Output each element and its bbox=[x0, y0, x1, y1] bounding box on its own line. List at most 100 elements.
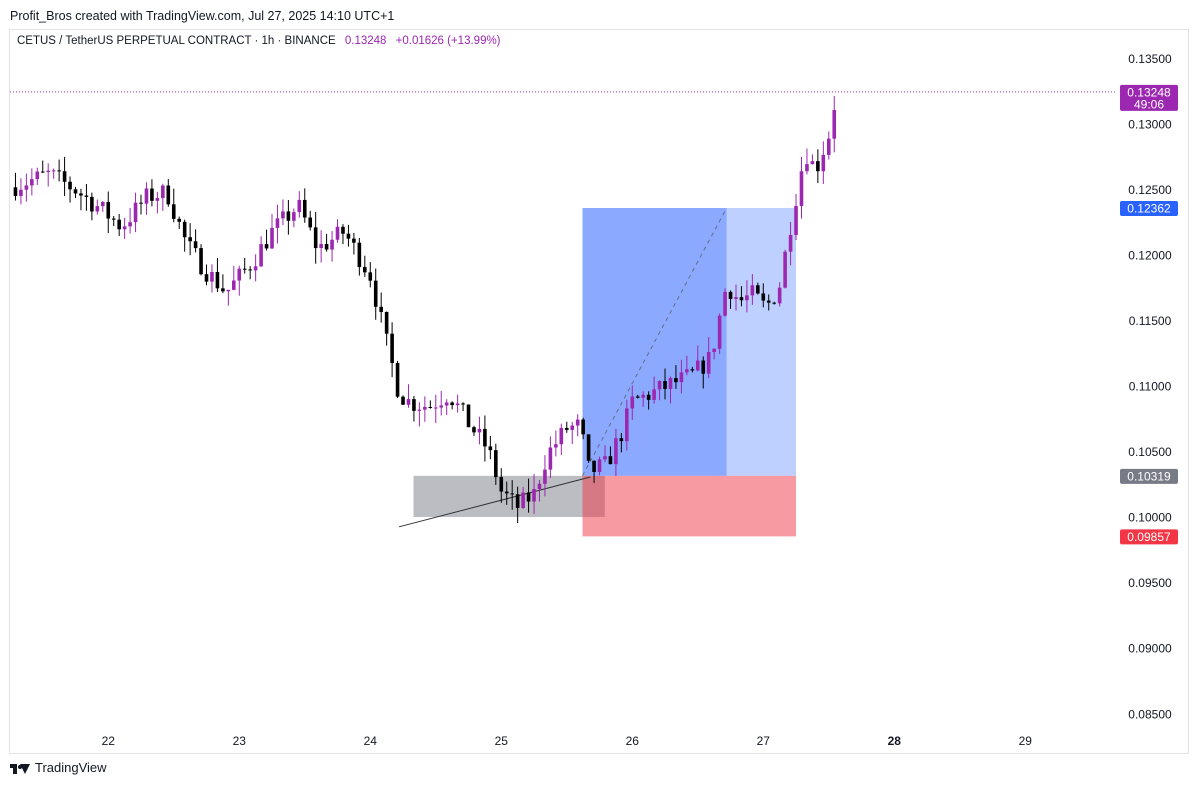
x-tick-label: 22 bbox=[102, 734, 116, 748]
price-label-bg bbox=[1120, 201, 1178, 217]
candle-body bbox=[483, 428, 487, 447]
candle-body bbox=[832, 110, 837, 139]
candle-body bbox=[264, 244, 269, 249]
candle-body bbox=[330, 239, 334, 250]
candle-body bbox=[564, 427, 569, 430]
candle-body bbox=[756, 285, 760, 294]
candle-body bbox=[554, 444, 558, 448]
candle-body bbox=[199, 248, 203, 275]
candle-body bbox=[259, 244, 263, 267]
candle-body bbox=[412, 399, 416, 411]
price-label: 0.09857 bbox=[1127, 530, 1171, 544]
candle-body bbox=[324, 244, 329, 250]
candle-body bbox=[35, 171, 40, 180]
candle-body bbox=[379, 306, 383, 312]
x-tick-label: 26 bbox=[626, 734, 640, 748]
last-price-label-bg bbox=[1120, 84, 1178, 111]
x-tick-label: 25 bbox=[495, 734, 509, 748]
symbol-price: 0.13248 bbox=[344, 35, 387, 47]
candle-body bbox=[581, 419, 585, 435]
candle-body bbox=[712, 348, 716, 352]
candle-body bbox=[193, 241, 198, 249]
candle-body bbox=[166, 185, 171, 205]
candle-body bbox=[510, 493, 514, 495]
candle-body bbox=[232, 280, 236, 290]
candle-body bbox=[428, 406, 433, 408]
y-tick-label: 0.11000 bbox=[1129, 380, 1172, 394]
candle-body bbox=[810, 161, 815, 165]
candle-body bbox=[90, 196, 94, 212]
footer-brand: TradingView bbox=[35, 760, 107, 775]
candle-body bbox=[171, 204, 176, 219]
candle-body bbox=[117, 219, 121, 230]
candle-body bbox=[150, 188, 154, 201]
candle-body bbox=[270, 227, 274, 249]
candle-body bbox=[794, 206, 798, 236]
candle-body bbox=[242, 268, 247, 270]
symbol-name: CETUS / TetherUS PERPETUAL CONTRACT · 1h… bbox=[17, 35, 336, 47]
candle-body bbox=[433, 407, 438, 409]
candle-body bbox=[586, 434, 591, 461]
candle-body bbox=[646, 394, 651, 400]
candle-body bbox=[543, 469, 547, 484]
y-tick-label: 0.12500 bbox=[1128, 183, 1172, 197]
candle-body bbox=[79, 193, 83, 196]
candle-body bbox=[373, 280, 378, 307]
candle-body bbox=[488, 446, 493, 451]
y-tick-label: 0.10000 bbox=[1128, 511, 1172, 525]
candle-body bbox=[341, 226, 345, 234]
candle-body bbox=[597, 459, 602, 472]
candle-body bbox=[761, 293, 766, 301]
y-tick-label: 0.09500 bbox=[1128, 576, 1172, 590]
candle-body bbox=[100, 201, 105, 207]
candle-body bbox=[521, 492, 525, 508]
candle-body bbox=[210, 271, 214, 282]
x-tick-label: 27 bbox=[757, 734, 771, 748]
candle-body bbox=[641, 394, 645, 398]
candle-body bbox=[685, 369, 689, 373]
candle-body bbox=[777, 287, 782, 304]
last-price-label-countdown: 49:06 bbox=[1134, 97, 1164, 111]
candle-body bbox=[13, 187, 18, 196]
candle-body bbox=[297, 199, 302, 213]
y-tick-label: 0.10500 bbox=[1128, 445, 1172, 459]
tradingview-logo-icon[interactable] bbox=[10, 761, 30, 775]
candle-body bbox=[630, 396, 635, 409]
y-tick-label: 0.09000 bbox=[1128, 642, 1172, 656]
candle-body bbox=[570, 425, 575, 430]
candle-body bbox=[106, 201, 111, 219]
candle-body bbox=[745, 295, 749, 301]
y-tick-label: 0.13000 bbox=[1128, 117, 1172, 131]
consolidation-zone bbox=[413, 475, 605, 517]
candle-body bbox=[302, 199, 307, 218]
candle-body bbox=[417, 409, 422, 411]
y-tick-label: 0.11500 bbox=[1129, 314, 1172, 328]
candle-body bbox=[319, 244, 323, 249]
candle-body bbox=[390, 333, 394, 364]
candle-body bbox=[537, 483, 542, 490]
candle-body bbox=[286, 211, 291, 221]
candle-body bbox=[668, 378, 673, 389]
candle-body bbox=[73, 189, 78, 194]
candle-body bbox=[122, 226, 127, 230]
candle-body bbox=[739, 297, 744, 301]
symbol-info[interactable]: CETUS / TetherUS PERPETUAL CONTRACT · 1h… bbox=[17, 35, 501, 47]
candle-body bbox=[19, 189, 23, 196]
candle-body bbox=[144, 188, 149, 204]
candle-body bbox=[695, 360, 700, 371]
candle-body bbox=[226, 289, 231, 292]
candle-body bbox=[614, 438, 618, 465]
candle-body bbox=[504, 491, 509, 494]
candle-body bbox=[30, 179, 34, 186]
candle-body bbox=[313, 227, 318, 249]
candle-body bbox=[139, 202, 143, 204]
candle-body bbox=[352, 238, 356, 243]
candle-body bbox=[674, 378, 678, 383]
candle-body bbox=[559, 427, 564, 445]
candle-body bbox=[188, 237, 192, 242]
candle-body bbox=[799, 171, 804, 207]
candle-body bbox=[788, 235, 793, 252]
candle-body bbox=[95, 206, 100, 212]
candle-body bbox=[128, 222, 132, 227]
